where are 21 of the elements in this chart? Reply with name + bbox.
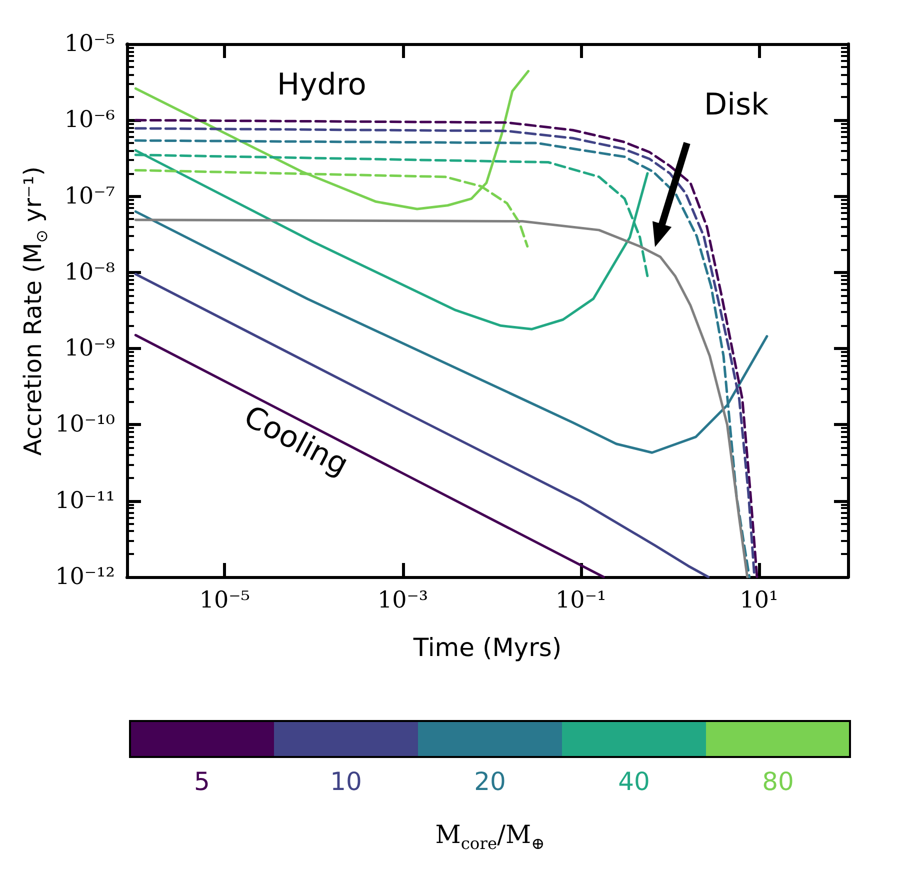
y-tick-label: 10⁻¹¹ [55,488,115,514]
text: 40 [618,767,650,796]
y-tick-label: 10⁻⁹ [64,336,115,362]
text: 5 [194,767,210,796]
legend-title: M$_{core}$/M$_{⊕}$ [435,820,545,853]
annotation: Disk [704,88,768,123]
x-axis-title: Time (Myrs) [412,633,562,662]
y-tick-label: 10⁻⁷ [64,183,115,210]
x-tick-label: 10¹ [740,588,778,614]
y-tick-label: 10⁻⁵ [64,31,115,57]
y-tick-label: 10⁻⁶ [64,107,115,134]
x-tick-label: 10⁻⁵ [199,588,250,614]
x-tick-label: 10⁻³ [377,588,428,614]
annotation: Hydro [276,68,366,103]
y-tick-label: 10⁻⁸ [64,259,115,286]
x-tick-label: 10⁻¹ [556,588,606,614]
y-tick-label: 10⁻¹² [55,564,115,590]
y-tick-label: 10⁻¹⁰ [55,412,115,438]
text: 80 [762,767,794,796]
text: 10 [330,767,362,796]
text: 20 [474,767,506,796]
